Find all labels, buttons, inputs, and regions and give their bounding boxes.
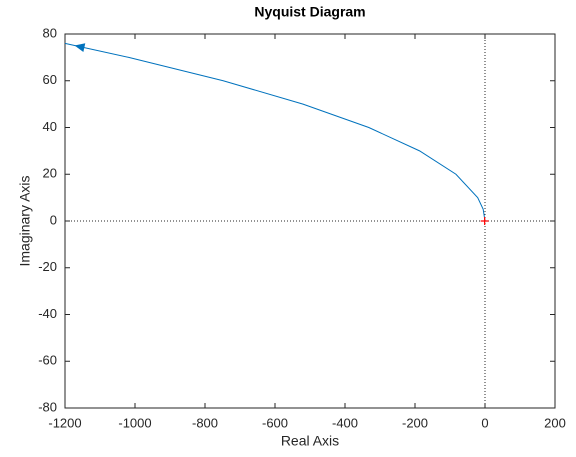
y-tick-label: 80: [43, 25, 57, 40]
x-tick-label: -400: [332, 415, 358, 430]
x-tick-label: -1000: [118, 415, 151, 430]
y-tick-label: -40: [38, 306, 57, 321]
x-tick-label: -200: [402, 415, 428, 430]
x-tick-label: 200: [544, 415, 566, 430]
y-tick-label: -60: [38, 353, 57, 368]
y-tick-label: 60: [43, 72, 57, 87]
chart-title: Nyquist Diagram: [254, 4, 365, 20]
direction-arrow: [74, 43, 86, 52]
x-tick-label: -600: [262, 415, 288, 430]
y-tick-label: -20: [38, 259, 57, 274]
nyquist-curve: [64, 42, 486, 222]
y-tick-label: 20: [43, 166, 57, 181]
critical-point: [480, 217, 489, 225]
y-tick-label: -80: [38, 399, 57, 414]
x-axis-label: Real Axis: [281, 433, 339, 449]
y-tick-label: 40: [43, 119, 57, 134]
x-tick-label: -800: [192, 415, 218, 430]
y-tick-label: 0: [50, 212, 57, 227]
x-tick-label: -1200: [48, 415, 81, 430]
x-tick-label: 0: [481, 415, 488, 430]
plot-frame: [64, 33, 556, 409]
y-axis-label: Imaginary Axis: [17, 175, 33, 266]
